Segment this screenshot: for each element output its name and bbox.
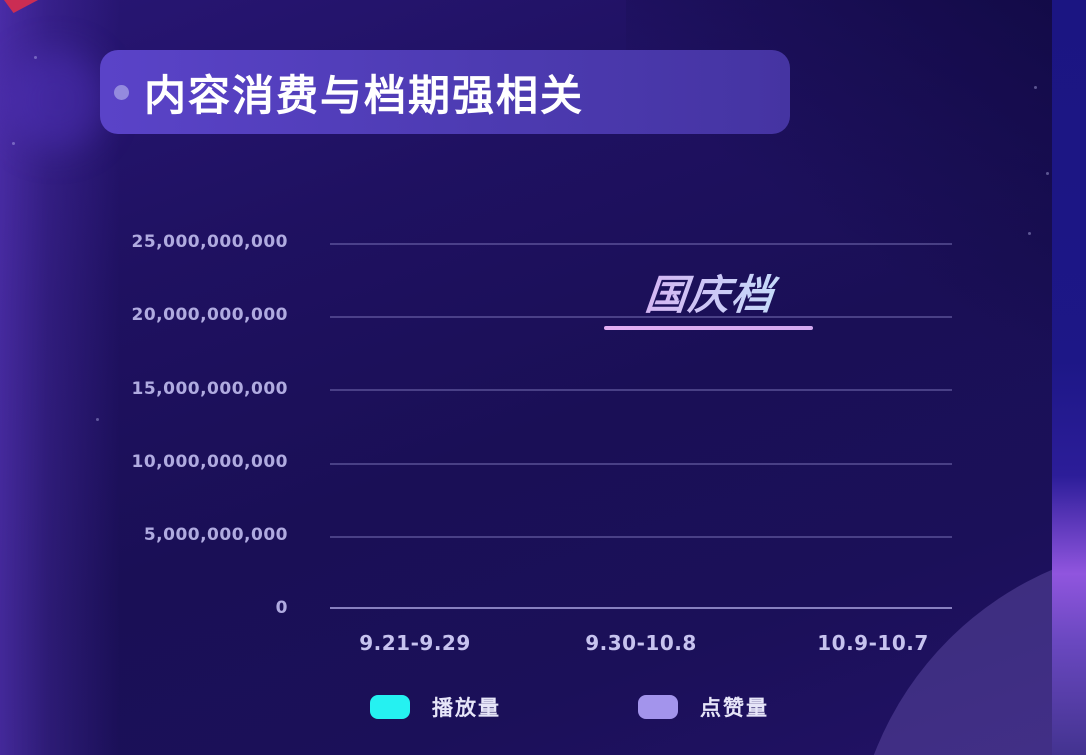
legend-item-like: 点赞量 [638,692,769,722]
star-dot [1034,86,1037,89]
plot-area: 国庆档 9.21-9.29 9.30-10.8 10.9-10.7 [330,243,952,655]
y-tick-label: 25,000,000,000 [131,232,288,252]
star-dot [12,142,15,145]
star-dot [1046,172,1049,175]
y-axis: 25,000,000,000 20,000,000,000 15,000,000… [120,0,288,755]
star-dot [96,418,99,421]
legend: 播放量 点赞量 [370,692,769,722]
gridline [330,535,952,538]
bullet-dot-icon [114,84,129,100]
y-tick-label: 0 [275,598,288,618]
x-tick-label: 9.30-10.8 [585,631,697,655]
gridline [330,462,952,465]
annotation-label: 国庆档 [643,261,829,321]
x-axis-line [330,607,952,609]
y-tick-label: 20,000,000,000 [131,305,288,325]
left-edge-glow [0,0,120,755]
gridline [330,316,952,319]
top-left-glow-blob [6,50,106,150]
annotation-underline [604,326,813,330]
y-tick-label: 15,000,000,000 [131,379,288,399]
y-tick-label: 10,000,000,000 [131,452,288,472]
y-tick-label: 5,000,000,000 [143,525,288,545]
legend-label-like: 点赞量 [700,696,769,720]
star-dot [1028,232,1031,235]
title-badge: 内容消费与档期强相关 [100,50,790,134]
page-title: 内容消费与档期强相关 [144,70,585,120]
x-tick-label: 10.9-10.7 [817,631,929,655]
x-tick-label: 9.21-9.29 [359,631,471,655]
legend-swatch-like [638,695,678,719]
legend-swatch-play [370,695,410,719]
star-dot [34,56,37,59]
right-edge-band [1052,0,1086,755]
gridline [330,389,952,392]
legend-label-play: 播放量 [432,696,501,720]
legend-item-play: 播放量 [370,692,501,722]
gridline [330,243,952,245]
